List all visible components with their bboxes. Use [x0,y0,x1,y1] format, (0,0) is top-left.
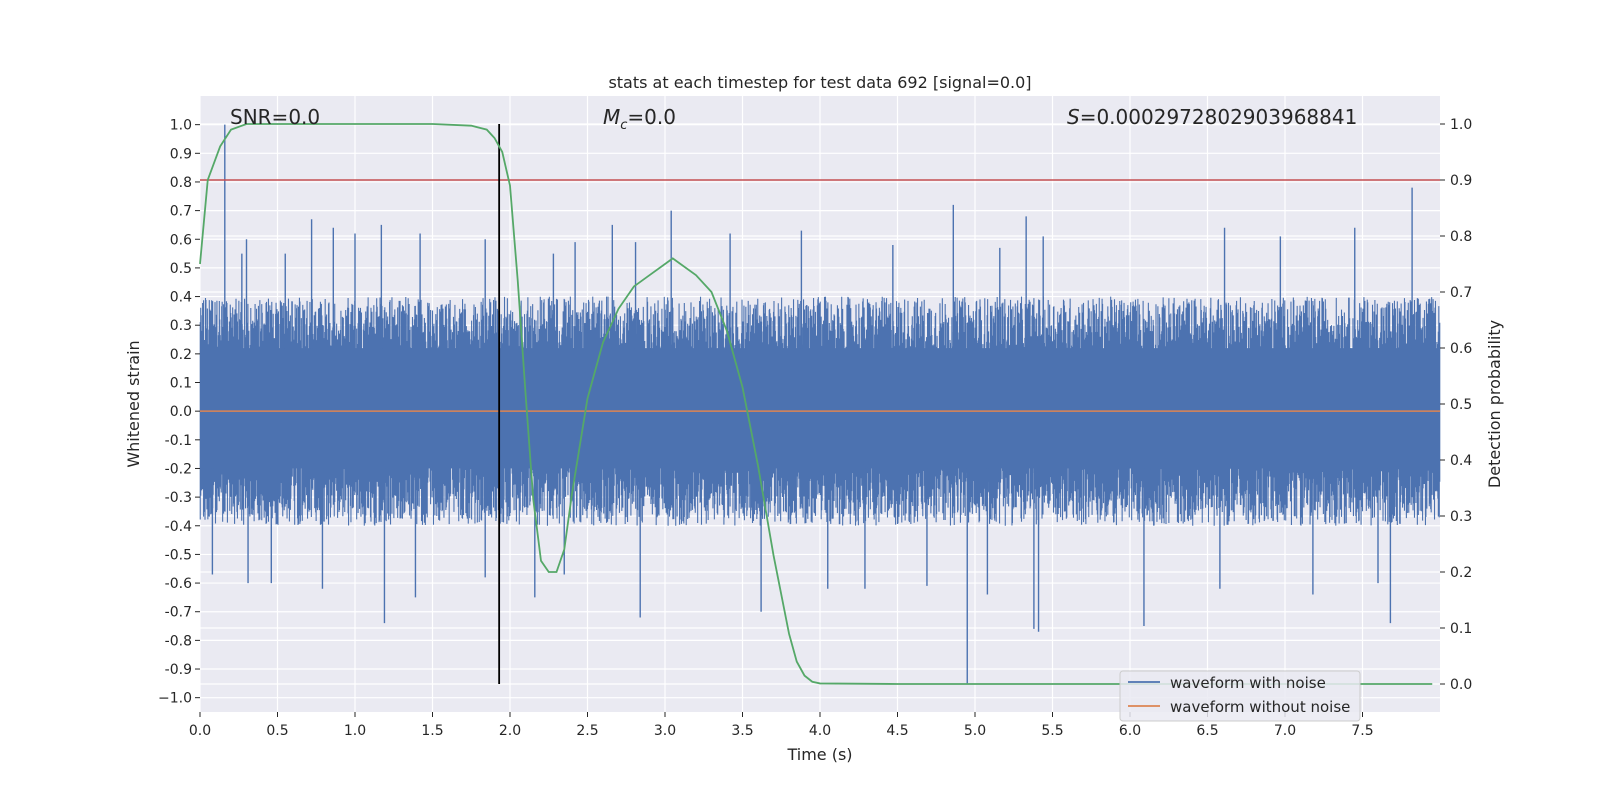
y-tick-label: 0.6 [170,232,192,248]
y2-tick-label: 0.0 [1450,677,1472,693]
y-tick-label: 0.1 [170,376,192,392]
snr-value: 0.0 [288,105,320,129]
x-tick-label: 6.0 [1119,723,1141,739]
mc-symbol: M [603,105,620,129]
x-tick-label: 7.5 [1351,723,1373,739]
snr-annotation: SNR=0.0 [230,105,320,129]
x-tick-label: 4.5 [886,723,908,739]
chart-title: stats at each timestep for test data 692… [608,73,1031,92]
overlays [199,123,1440,685]
x-tick-label: 5.5 [1041,723,1063,739]
snr-prefix: SNR= [230,105,288,129]
legend-box [1119,670,1361,722]
y2-tick-label: 1.0 [1450,117,1472,133]
x-tick-label: 6.5 [1196,723,1218,739]
legend: waveform with noise waveform without noi… [1119,670,1361,722]
series-detection-probability [199,123,1433,685]
y-tick-label: -0.4 [165,519,192,535]
x-tick-label: 2.0 [499,723,521,739]
x-tick-label: 1.5 [421,723,443,739]
mc-annotation: Mc=0.0 [603,105,676,133]
y-tick-label: -0.8 [165,633,192,649]
y-tick-label: 0.4 [170,290,192,306]
y-tick-label: -0.1 [165,433,192,449]
s-value: =0.0002972802903968841 [1080,105,1358,129]
ticks: 0.0 0.5 1.0 1.5 2.0 2.5 3.0 3.5 4.0 4.5 5.0 5.5 6.0 6… [158,117,1472,739]
y-tick-label: 0.2 [170,347,192,363]
y2-tick-label: 0.8 [1450,229,1472,245]
x-tick-label: 1.0 [344,723,366,739]
y2-tick-label: 0.4 [1450,453,1472,469]
y-tick-label: 0.3 [170,318,192,334]
mc-value: =0.0 [627,105,676,129]
y2-tick-label: 0.9 [1450,173,1472,189]
x-tick-label: 4.0 [809,723,831,739]
y-tick-label: -0.7 [165,605,192,621]
x-tick-label: 5.0 [964,723,986,739]
x-tick-label: 3.5 [731,723,753,739]
x-tick-label: 2.5 [576,723,598,739]
x-tick-label: 0.5 [266,723,288,739]
x-tick-label: 7.0 [1274,723,1296,739]
y2-tick-label: 0.1 [1450,621,1472,637]
y-tick-label: -0.5 [165,547,192,563]
legend-label-waveform-with-noise: waveform with noise [1170,674,1326,692]
y-tick-label: 0.8 [170,175,192,191]
y2-tick-label: 0.3 [1450,509,1472,525]
y2-tick-label: 0.5 [1450,397,1472,413]
y-tick-label: 0.0 [170,404,192,420]
y-tick-label: −1.0 [158,691,192,707]
noise-core [200,348,1440,469]
x-tick-label: 3.0 [654,723,676,739]
s-annotation: S=0.0002972802903968841 [1067,105,1357,129]
y2-tick-label: 0.7 [1450,285,1472,301]
y2-tick-label: 0.2 [1450,565,1472,581]
y2-tick-label: 0.6 [1450,341,1472,357]
legend-label-waveform-without-noise: waveform without noise [1170,698,1350,716]
y-tick-label: 0.5 [170,261,192,277]
x-axis-label: Time (s) [786,745,852,764]
series-waveform-with-noise [199,124,1441,684]
y-tick-label: -0.3 [165,490,192,506]
s-symbol: S [1067,105,1080,129]
y-tick-label: -0.6 [165,576,192,592]
x-tick-label: 0.0 [189,723,211,739]
mc-subscript: c [620,118,627,133]
y-tick-label: -0.2 [165,461,192,477]
y-axis-label: Whitened strain [124,340,143,467]
y-tick-label: 0.9 [170,146,192,162]
y-tick-label: -0.9 [165,662,192,678]
y2-axis-label: Detection probability [1485,320,1504,488]
y-tick-label: 0.7 [170,204,192,220]
y-tick-label: 1.0 [170,118,192,134]
